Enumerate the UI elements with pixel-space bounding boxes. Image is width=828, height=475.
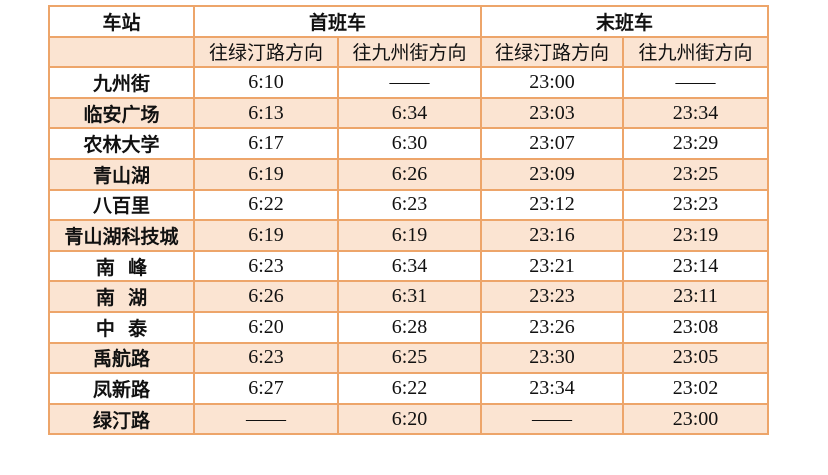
time-cell: 23:26 (480, 310, 625, 344)
time-cell: 23:30 (480, 341, 625, 375)
station-name: 青山湖科技城 (48, 219, 195, 252)
time-cell: 6:26 (193, 280, 339, 313)
time-cell: 23:34 (480, 372, 625, 405)
time-cell: 6:25 (336, 341, 483, 375)
direction-row: 往绿汀路方向 往九州街方向 往绿汀路方向 往九州街方向 (48, 35, 770, 69)
time-cell: 23:21 (480, 249, 625, 283)
time-cell: 6:28 (336, 310, 483, 344)
time-cell: 6:20 (193, 310, 339, 344)
first-dir2: 往九州街方向 (336, 35, 483, 69)
table-row: 凤新路 6:27 6:22 23:34 23:02 (48, 372, 770, 405)
time-cell: 23:12 (480, 188, 625, 222)
time-cell: 23:09 (480, 157, 625, 191)
time-cell: 6:19 (336, 219, 483, 252)
station-header: 车站 (48, 5, 195, 38)
time-cell: 23:00 (480, 66, 625, 99)
table-row: 南 峰 6:23 6:34 23:21 23:14 (48, 249, 770, 283)
station-name: 农林大学 (48, 127, 195, 160)
table-row: 八百里 6:22 6:23 23:12 23:23 (48, 188, 770, 222)
header-row: 车站 首班车 末班车 (48, 5, 770, 38)
time-cell: 6:19 (193, 219, 339, 252)
time-cell: —— (336, 66, 483, 99)
time-cell: 6:34 (336, 249, 483, 283)
time-cell: 23:14 (622, 249, 770, 283)
station-name: 八百里 (48, 188, 195, 222)
table-row: 禹航路 6:23 6:25 23:30 23:05 (48, 341, 770, 375)
time-cell: 6:23 (193, 341, 339, 375)
last-dir1: 往绿汀路方向 (480, 35, 625, 69)
time-cell: 23:11 (622, 280, 770, 313)
last-dir2: 往九州街方向 (622, 35, 770, 69)
time-cell: 6:34 (336, 96, 483, 130)
first-dir1: 往绿汀路方向 (193, 35, 339, 69)
station-name: 临安广场 (48, 96, 195, 130)
time-cell: 6:20 (336, 402, 483, 436)
time-cell: 23:16 (480, 219, 625, 252)
time-cell: 23:08 (622, 310, 770, 344)
table-row: 中 泰 6:20 6:28 23:26 23:08 (48, 310, 770, 344)
table-row: 绿汀路 —— 6:20 —— 23:00 (48, 402, 770, 436)
table-row: 青山湖 6:19 6:26 23:09 23:25 (48, 157, 770, 191)
time-cell: 23:00 (622, 402, 770, 436)
time-cell: —— (622, 66, 770, 99)
time-cell: 6:23 (336, 188, 483, 222)
station-name: 九州街 (48, 66, 195, 99)
station-name: 凤新路 (48, 372, 195, 405)
time-cell: 6:27 (193, 372, 339, 405)
time-cell: 6:22 (193, 188, 339, 222)
time-cell: —— (480, 402, 625, 436)
time-cell: 23:02 (622, 372, 770, 405)
table-row: 临安广场 6:13 6:34 23:03 23:34 (48, 96, 770, 130)
time-cell: 6:17 (193, 127, 339, 160)
time-cell: 6:22 (336, 372, 483, 405)
table-row: 青山湖科技城 6:19 6:19 23:16 23:19 (48, 219, 770, 252)
station-name: 南 湖 (48, 280, 195, 313)
station-name: 禹航路 (48, 341, 195, 375)
table-row: 南 湖 6:26 6:31 23:23 23:11 (48, 280, 770, 313)
time-cell: 23:19 (622, 219, 770, 252)
time-cell: 6:30 (336, 127, 483, 160)
time-cell: —— (193, 402, 339, 436)
time-cell: 6:10 (193, 66, 339, 99)
table-row: 九州街 6:10 —— 23:00 —— (48, 66, 770, 99)
time-cell: 23:34 (622, 96, 770, 130)
time-cell: 23:05 (622, 341, 770, 375)
station-name: 绿汀路 (48, 402, 195, 436)
time-cell: 23:23 (480, 280, 625, 313)
last-train-header: 末班车 (480, 5, 770, 38)
time-cell: 23:03 (480, 96, 625, 130)
time-cell: 23:25 (622, 157, 770, 191)
time-cell: 6:13 (193, 96, 339, 130)
time-cell: 6:19 (193, 157, 339, 191)
table-row: 农林大学 6:17 6:30 23:07 23:29 (48, 127, 770, 160)
first-train-header: 首班车 (192, 5, 483, 38)
timetable: 车站 首班车 末班车 往绿汀路方向 往九州街方向 往绿汀路方向 往九州街方向 九… (48, 5, 770, 436)
empty-cell (48, 35, 195, 69)
time-cell: 23:07 (480, 127, 625, 160)
time-cell: 6:23 (193, 249, 339, 283)
time-cell: 23:29 (622, 127, 770, 160)
station-name: 南 峰 (48, 249, 195, 283)
time-cell: 23:23 (622, 188, 770, 222)
time-cell: 6:26 (336, 157, 483, 191)
station-name: 中 泰 (48, 310, 195, 344)
station-name: 青山湖 (48, 157, 195, 191)
time-cell: 6:31 (336, 280, 483, 313)
